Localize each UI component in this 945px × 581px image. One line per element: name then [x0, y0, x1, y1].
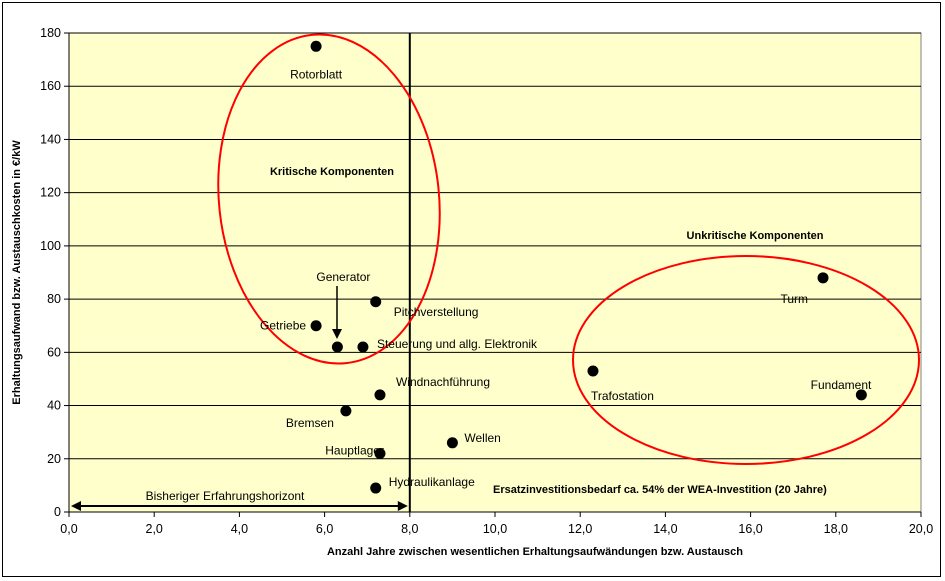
point-label: Hauptlager	[325, 443, 384, 457]
x-tick-label: 18,0	[824, 522, 848, 536]
highlight-ellipses	[217, 33, 920, 465]
y-axis-label: Erhaltungsaufwand bzw. Austauschkosten i…	[11, 140, 23, 405]
plot-area	[68, 32, 922, 513]
x-tick-label: 12,0	[568, 522, 592, 536]
x-tick-label: 16,0	[738, 522, 762, 536]
point-label: Pitchverstellung	[394, 305, 479, 319]
x-axis-label: Anzahl Jahre zwischen wesentlichen Erhal…	[327, 546, 743, 558]
y-tick-label: 180	[40, 26, 61, 40]
critical-ellipse	[217, 33, 441, 365]
data-point	[374, 389, 386, 401]
data-point	[340, 405, 352, 417]
y-tick-labels: 0 20 40 60 80 100 120 140 160 180	[40, 26, 61, 519]
x-tick-label: 14,0	[653, 522, 677, 536]
y-tick-label: 20	[47, 452, 61, 466]
y-tick-label: 60	[47, 345, 61, 359]
data-point	[357, 341, 369, 353]
x-tick-label: 10,0	[483, 522, 507, 536]
x-tick-label: 4,0	[231, 522, 248, 536]
x-tick-label: 8,0	[401, 522, 418, 536]
critical-components-label: Kritische Komponenten	[270, 166, 394, 178]
y-tick-label: 160	[40, 79, 61, 93]
y-tick-label: 0	[54, 505, 61, 519]
data-point	[855, 389, 867, 401]
generator-arrow-head	[332, 329, 342, 339]
axes	[64, 32, 922, 517]
data-point	[370, 296, 382, 308]
data-points: Rotorblatt Pitchverstellung Getriebe Genera…	[260, 40, 872, 494]
point-label: Rotorblatt	[290, 67, 343, 81]
data-point	[587, 365, 599, 377]
x-tick-labels: 0,0 2,0 4,0 6,0 8,0 10,0 12,0 14,0 16,0 18,0 20,0	[60, 522, 933, 536]
point-label: Fundament	[811, 378, 872, 392]
x-tick-label: 2,0	[146, 522, 163, 536]
data-point	[817, 272, 829, 284]
y-tick-label: 40	[47, 399, 61, 413]
data-point	[374, 447, 386, 459]
point-label: Bremsen	[286, 416, 334, 430]
y-tick-label: 80	[47, 292, 61, 306]
scatter-chart: 0 20 40 60 80 100 120 140 160 180 0,0 2,0 4,0 6,0 8,0…	[11, 26, 933, 558]
y-tick-label: 100	[40, 239, 61, 253]
annotations	[71, 286, 408, 511]
data-point	[446, 437, 458, 449]
data-point	[370, 482, 382, 494]
point-label: Hydraulikanlage	[389, 475, 475, 489]
point-label: Trafostation	[591, 389, 654, 403]
experience-horizon-label: Bisheriger Erfahrungshorizont	[146, 489, 305, 503]
y-tick-label: 120	[40, 186, 61, 200]
point-label: Getriebe	[260, 319, 306, 333]
horizon-arrow-left-head	[71, 501, 81, 511]
x-tick-label: 0,0	[60, 522, 77, 536]
y-tick-label: 140	[40, 132, 61, 146]
x-tick-label: 6,0	[316, 522, 333, 536]
data-point	[331, 341, 343, 353]
investment-need-label: Ersatzinvestitionsbedarf ca. 54% der WEA…	[493, 484, 827, 496]
data-point	[310, 320, 322, 332]
uncritical-ellipse	[572, 255, 920, 465]
uncritical-components-label: Unkritische Komponenten	[687, 230, 824, 242]
point-label: Wellen	[464, 431, 500, 445]
point-label: Steuerung und allg. Elektronik	[377, 337, 538, 351]
x-tick-label: 20,0	[909, 522, 933, 536]
point-label: Generator	[316, 270, 370, 284]
data-point	[310, 40, 322, 52]
point-label: Windnachführung	[396, 375, 490, 389]
horizon-arrow-right-head	[397, 501, 408, 511]
point-label: Turm	[780, 292, 808, 306]
